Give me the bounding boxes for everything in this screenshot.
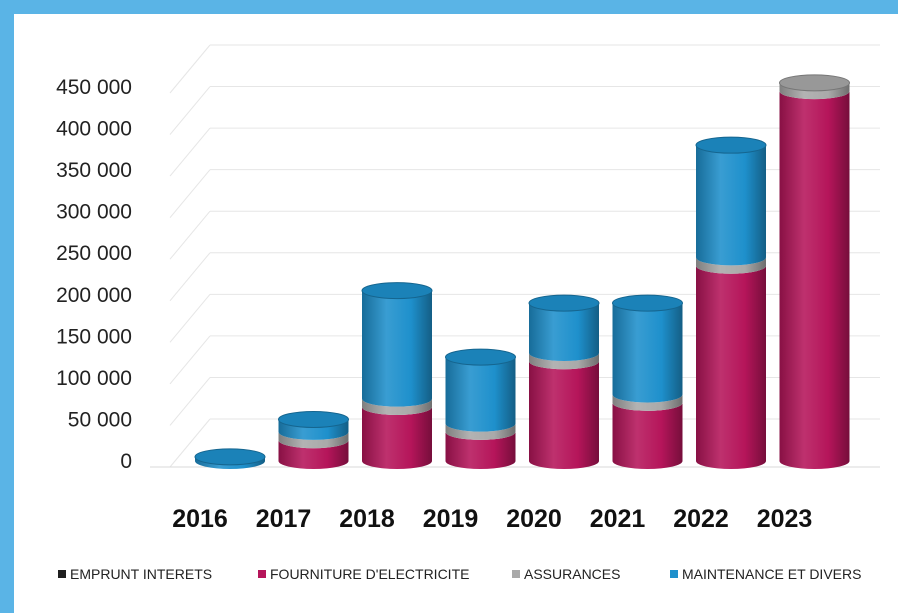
- y-tick-label: 200 000: [56, 284, 132, 307]
- bar-segment-2022-3: [696, 145, 766, 266]
- y-axis: 0 50 000 100 000 150 000 200 000 250 000 300 0…: [56, 76, 880, 473]
- y-tick-label: 400 000: [56, 118, 132, 141]
- legend-label: MAINTENANCE ET DIVERS: [682, 566, 861, 582]
- y-tick-label: 0: [120, 450, 132, 473]
- bars: [194, 74, 850, 470]
- y-tick-label: 150 000: [56, 325, 132, 348]
- x-tick-label: 2022: [673, 505, 729, 533]
- bar-segment-2019-1: [445, 431, 516, 469]
- bar-segment-2022-1: [696, 265, 766, 469]
- bar-segment-2019-3: [445, 357, 516, 432]
- bar-top-2020: [528, 294, 600, 312]
- legend-swatch: [670, 570, 678, 578]
- x-tick-label: 2018: [339, 505, 395, 533]
- bar-segment-2018-1: [362, 406, 432, 469]
- gridlines: [169, 44, 880, 468]
- grid-diagonal: [169, 294, 211, 343]
- legend-label: FOURNITURE D'ELECTRICITE: [270, 566, 469, 582]
- bar-top-2021: [612, 294, 683, 312]
- bar-segment-2021-2: [612, 394, 683, 411]
- legend-label: EMPRUNT INTERETS: [70, 566, 212, 582]
- bar-top-2019: [445, 348, 516, 366]
- x-tick-label: 2017: [256, 505, 312, 533]
- bar-top-2023: [779, 74, 850, 92]
- x-tick-label: 2020: [506, 505, 562, 533]
- bar-segment-2023-1: [779, 91, 850, 470]
- legend: EMPRUNT INTERETS FOURNITURE D'ELECTRICITE…: [58, 566, 861, 582]
- y-tick-label: 100 000: [56, 367, 132, 390]
- y-tick-label: 250 000: [56, 242, 132, 265]
- grid-diagonal: [169, 127, 211, 177]
- x-axis: 2016 2017 2018 2019 2020 2021 2022 2023: [172, 505, 812, 533]
- bar-segment-2016-3: [195, 456, 265, 469]
- y-tick-label: 50 000: [68, 408, 132, 431]
- grid-diagonal: [169, 44, 211, 94]
- bar-top-2022: [695, 136, 767, 154]
- y-tick-label: 350 000: [56, 159, 132, 182]
- y-tick-label: 300 000: [56, 201, 132, 224]
- legend-swatch: [512, 570, 520, 578]
- bar-segment-2017-3: [278, 419, 349, 440]
- bar-top-2016: [194, 448, 266, 466]
- grid-diagonal: [169, 377, 211, 426]
- bar-segment-2021-1: [612, 402, 683, 469]
- bar-segment-2020-2: [529, 352, 599, 370]
- y-tick-label: 450 000: [56, 76, 132, 99]
- legend-label: ASSURANCES: [524, 566, 620, 582]
- x-tick-label: 2021: [590, 505, 646, 533]
- legend-swatch: [58, 570, 66, 578]
- bar-segment-2019-2: [445, 423, 516, 440]
- grid-diagonal: [169, 252, 211, 302]
- grid-diagonal: [169, 86, 211, 135]
- bar-segment-2022-2: [696, 257, 766, 274]
- legend-swatch: [258, 570, 266, 578]
- grid-diagonal: [169, 335, 211, 385]
- grid-diagonal: [169, 418, 211, 468]
- bar-segment-2018-2: [362, 398, 432, 415]
- x-tick-label: 2019: [423, 505, 479, 533]
- bar-segment-2017-2: [278, 431, 349, 449]
- bar-top-2018: [361, 282, 433, 300]
- bar-segment-2017-1: [278, 440, 349, 469]
- bar-segment-2020-1: [529, 361, 599, 469]
- bar-segment-2020-3: [529, 303, 599, 361]
- grid-diagonal: [169, 210, 211, 260]
- x-tick-label: 2023: [757, 505, 813, 533]
- bar-top-2017: [278, 410, 349, 428]
- bar-segment-2018-3: [362, 290, 432, 407]
- bar-segment-2021-3: [612, 303, 683, 403]
- x-tick-label: 2016: [172, 505, 228, 533]
- grid-diagonal: [169, 169, 211, 218]
